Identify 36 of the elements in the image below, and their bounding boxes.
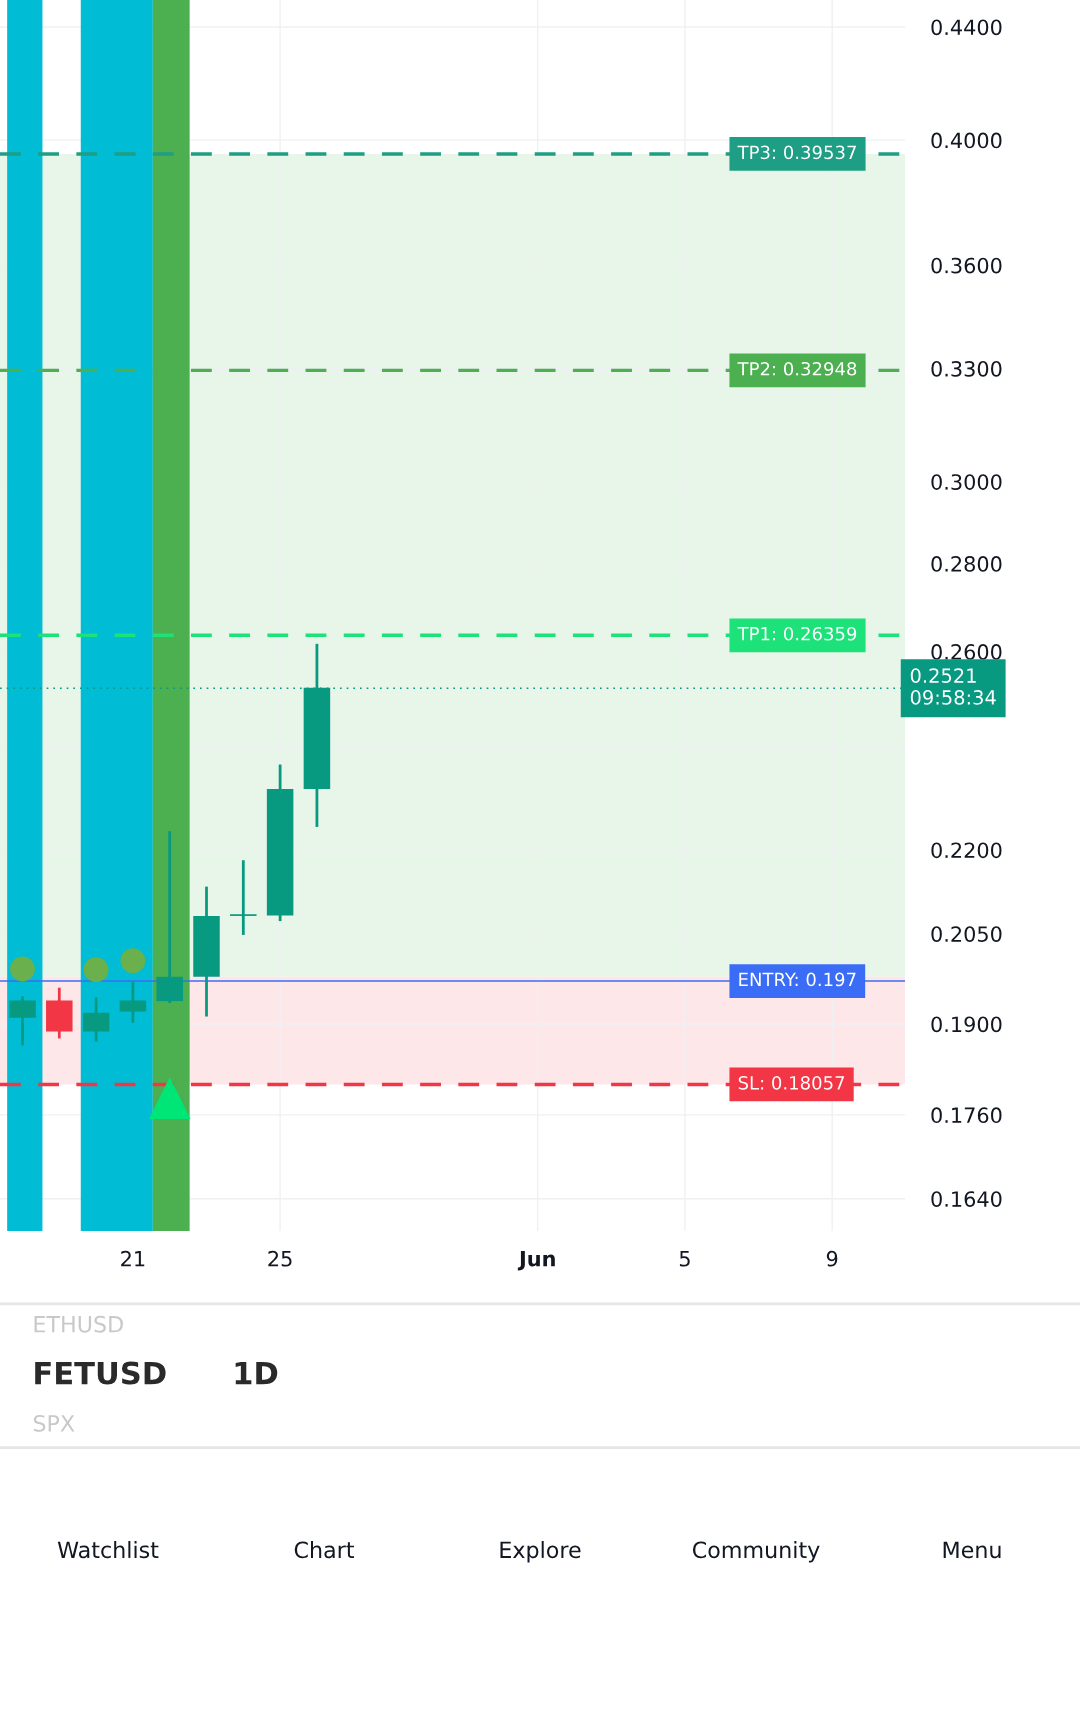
y-tick-label: 0.3000 — [931, 474, 1002, 490]
text: Community — [692, 1541, 820, 1563]
text: Explore — [500, 1541, 581, 1563]
y-tick-label: 0.2050 — [931, 926, 1002, 942]
point — [83, 957, 109, 983]
y-tick-label: 0.3600 — [931, 257, 1002, 274]
y-tick-label: 0.4000 — [931, 132, 1002, 149]
y-tick-label: 0.4400 — [931, 19, 1002, 36]
y-tick-label: 0.1760 — [931, 1107, 1002, 1124]
text: Menu — [943, 1541, 1001, 1559]
candlestick — [230, 858, 257, 937]
text: Chart — [294, 1541, 354, 1559]
x-tick-label: 25 — [268, 1250, 292, 1267]
text: Watchlist — [57, 1541, 159, 1559]
point — [148, 1077, 191, 1119]
x-tick-label: 9 — [826, 1250, 838, 1267]
ref-line-label: SL: 0.18057 — [738, 1076, 845, 1090]
text: 1D — [235, 1361, 278, 1385]
ref-line-label: ENTRY: 0.197 — [739, 972, 856, 987]
y-tick-label: 0.2600 — [931, 644, 1002, 660]
y-tick-label: 0.2800 — [931, 556, 1002, 572]
ref-line-label: 0.2521 09:58:34 — [910, 668, 996, 705]
x-tick-label: 5 — [679, 1251, 690, 1267]
y-tick-label: 0.3300 — [931, 360, 1002, 377]
y-tick-label: 0.1640 — [931, 1191, 1002, 1207]
ref-line-label: TP1: 0.26359 — [737, 626, 857, 641]
point — [10, 956, 35, 982]
ref-line-label: TP3: 0.39537 — [737, 145, 856, 160]
ref-line-label: TP2: 0.32948 — [737, 361, 857, 376]
y-tick-label: 0.1900 — [931, 1016, 1002, 1033]
candlestick — [156, 829, 183, 1005]
x-tick-label: Jun — [517, 1251, 555, 1271]
text: FETUSD — [35, 1361, 166, 1385]
x-tick-label: 21 — [121, 1250, 145, 1267]
point — [120, 948, 146, 974]
y-tick-label: 0.2200 — [931, 842, 1002, 859]
